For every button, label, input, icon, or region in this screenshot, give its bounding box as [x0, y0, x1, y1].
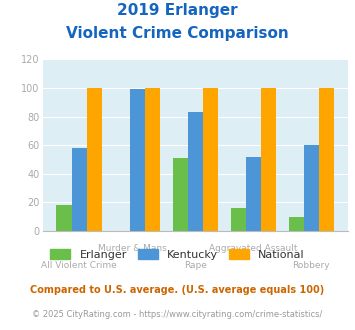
Bar	[72, 148, 87, 231]
Text: Robbery: Robbery	[293, 261, 330, 270]
Text: 2019 Erlanger: 2019 Erlanger	[117, 3, 238, 18]
Text: Murder & Mans...: Murder & Mans...	[98, 244, 176, 253]
Bar	[145, 88, 160, 231]
Bar	[261, 88, 276, 231]
Bar	[319, 88, 334, 231]
Bar	[87, 88, 102, 231]
Text: All Violent Crime: All Violent Crime	[41, 261, 117, 270]
Text: © 2025 CityRating.com - https://www.cityrating.com/crime-statistics/: © 2025 CityRating.com - https://www.city…	[32, 310, 323, 319]
Bar	[289, 217, 304, 231]
Bar	[231, 208, 246, 231]
Text: Compared to U.S. average. (U.S. average equals 100): Compared to U.S. average. (U.S. average …	[31, 285, 324, 295]
Bar	[246, 157, 261, 231]
Bar	[304, 145, 319, 231]
Bar	[173, 158, 188, 231]
Text: Rape: Rape	[184, 261, 207, 270]
Text: Violent Crime Comparison: Violent Crime Comparison	[66, 26, 289, 41]
Legend: Erlanger, Kentucky, National: Erlanger, Kentucky, National	[50, 249, 305, 260]
Bar	[203, 88, 218, 231]
Bar	[130, 89, 145, 231]
Bar	[188, 112, 203, 231]
Bar	[56, 205, 72, 231]
Text: Aggravated Assault: Aggravated Assault	[209, 244, 297, 253]
